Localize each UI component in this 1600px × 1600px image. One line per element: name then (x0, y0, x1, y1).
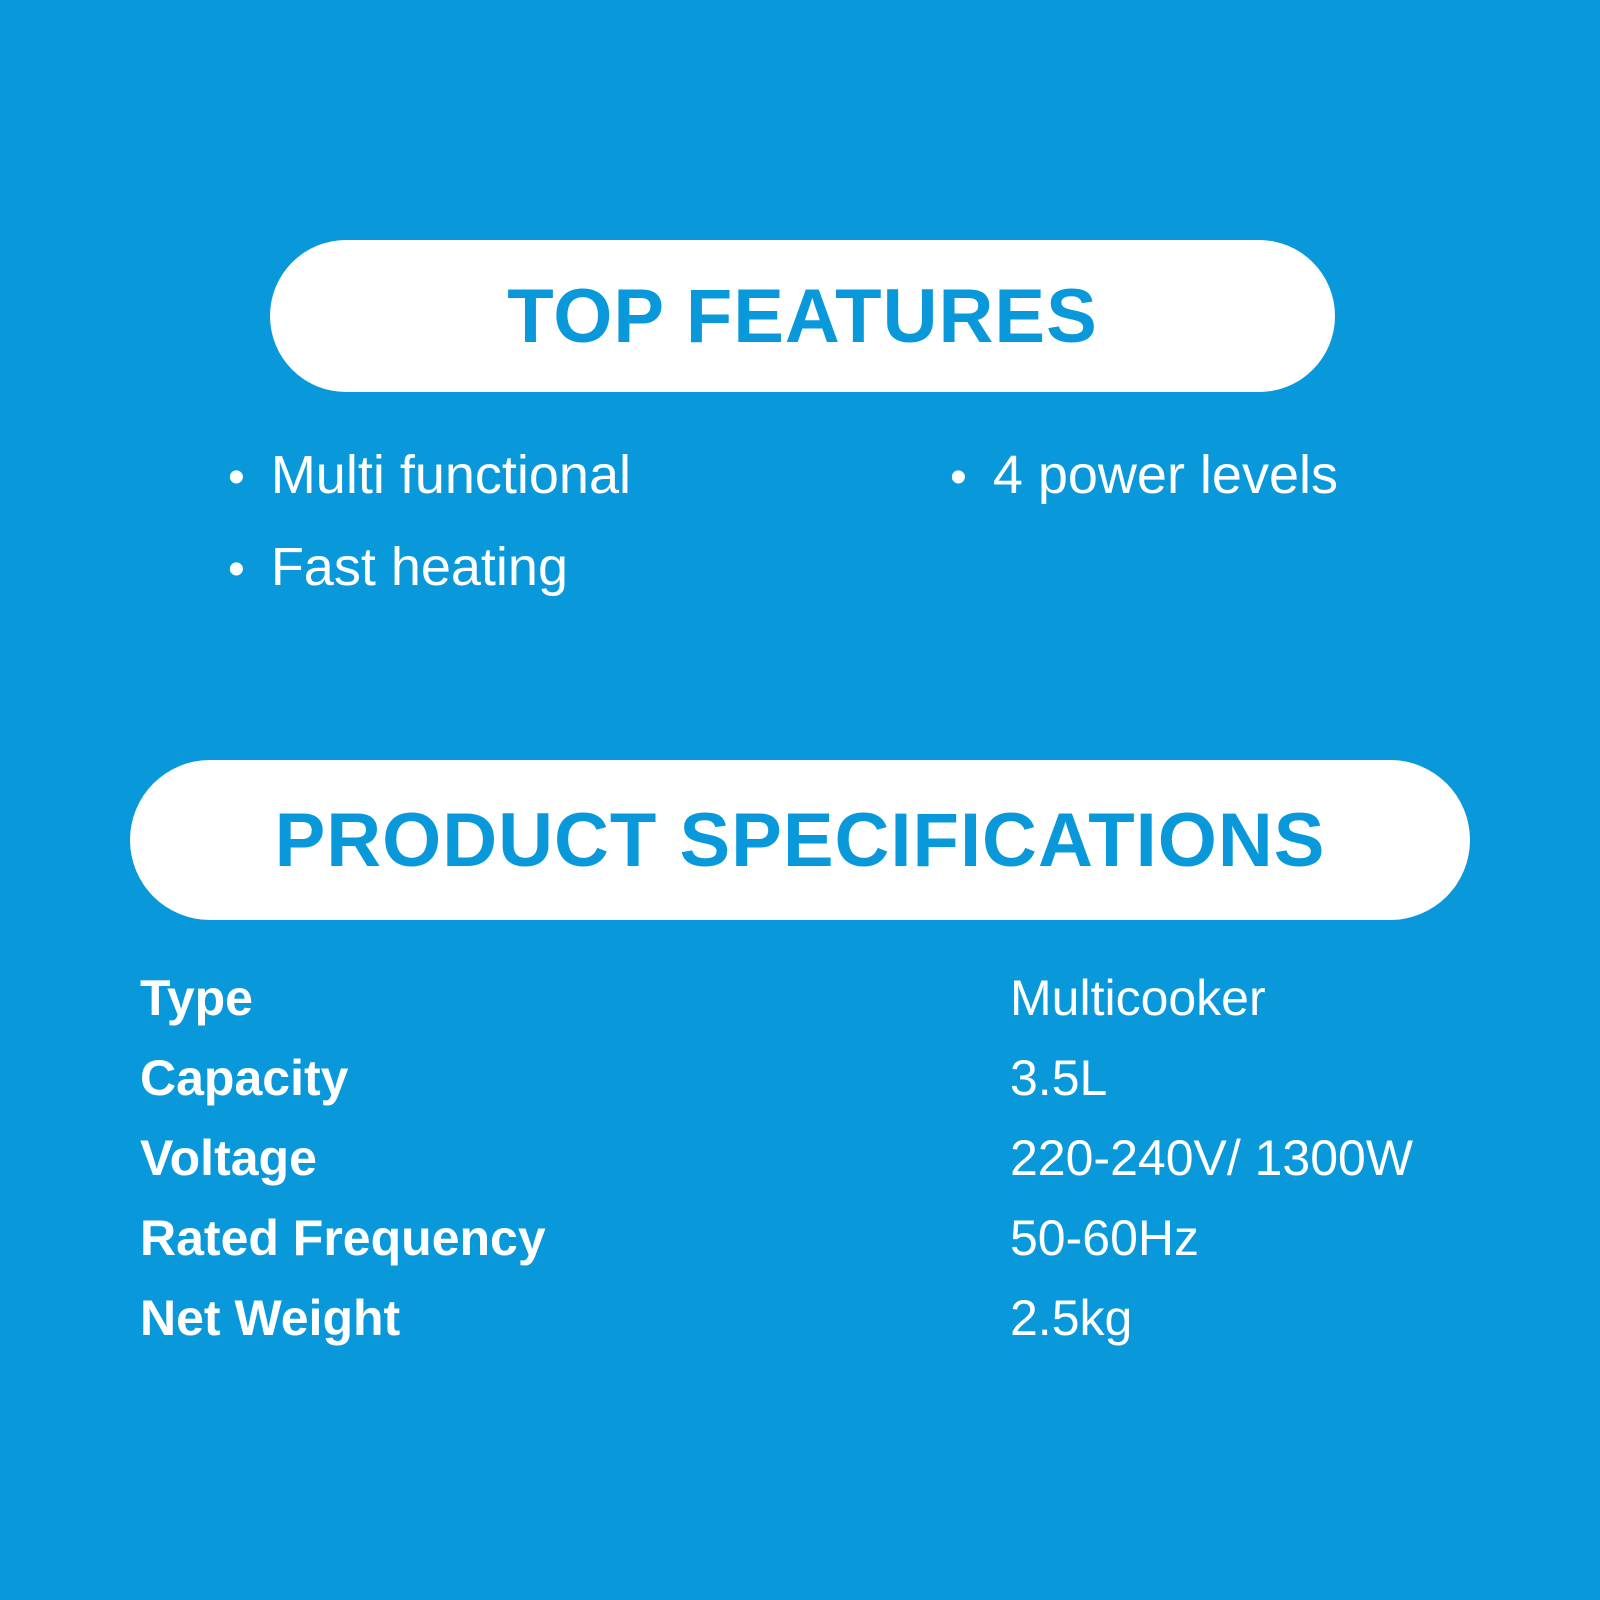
bullet-icon: • (228, 451, 245, 504)
spec-label: Rated Frequency (140, 1210, 546, 1266)
feature-item: • Multi functional (228, 444, 631, 506)
bullet-icon: • (950, 451, 967, 504)
feature-item: • 4 power levels (950, 444, 1338, 506)
spec-label: Type (140, 970, 253, 1026)
spec-row-voltage: Voltage 220-240V/ 1300W (140, 1118, 1470, 1198)
spec-label: Capacity (140, 1050, 349, 1106)
spec-row-type: Type Multicooker (140, 958, 1470, 1038)
spec-value: 2.5kg (1010, 1290, 1133, 1346)
feature-label: 4 power levels (992, 445, 1338, 505)
spec-row-net-weight: Net Weight 2.5kg (140, 1278, 1470, 1358)
spec-value: 3.5L (1010, 1050, 1108, 1106)
spec-label: Net Weight (140, 1290, 401, 1346)
top-features-title: TOP FEATURES (507, 273, 1098, 359)
feature-label: Multi functional (270, 445, 631, 505)
product-specifications-banner: PRODUCT SPECIFICATIONS (130, 760, 1470, 920)
bullet-icon: • (228, 543, 245, 596)
product-specifications-title: PRODUCT SPECIFICATIONS (274, 797, 1326, 883)
specifications-table: Type Multicooker Capacity 3.5L Voltage 2… (140, 958, 1470, 1358)
spec-label: Voltage (140, 1130, 317, 1186)
feature-item: • Fast heating (228, 536, 568, 598)
spec-value: 220-240V/ 1300W (1010, 1130, 1414, 1186)
spec-row-capacity: Capacity 3.5L (140, 1038, 1470, 1118)
spec-value: Multicooker (1010, 970, 1266, 1026)
spec-value: 50-60Hz (1010, 1210, 1199, 1266)
feature-label: Fast heating (270, 537, 568, 597)
spec-row-rated-frequency: Rated Frequency 50-60Hz (140, 1198, 1470, 1278)
top-features-banner: TOP FEATURES (270, 240, 1335, 392)
